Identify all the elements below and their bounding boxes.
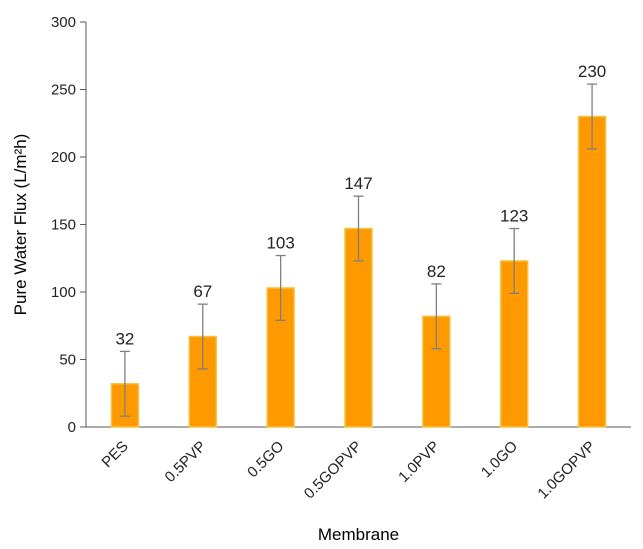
y-tick-label: 300 xyxy=(51,14,76,31)
x-tick-label: 0.5GOPVP xyxy=(301,438,365,502)
data-label: 82 xyxy=(427,262,446,281)
x-tick-label: PES xyxy=(99,438,132,471)
y-tick-label: 150 xyxy=(51,217,76,234)
data-label: 147 xyxy=(344,174,372,193)
error-bar xyxy=(197,303,208,370)
error-bar xyxy=(587,83,598,150)
data-label: 123 xyxy=(500,207,528,226)
x-tick-label: 1.0PVP xyxy=(395,438,443,486)
x-axis-label: Membrane xyxy=(318,525,399,544)
data-label: 230 xyxy=(578,62,606,81)
data-labels: 32 67 103 147 82 123 230 xyxy=(115,62,606,348)
y-tick-label: 100 xyxy=(51,284,76,301)
data-label: 67 xyxy=(193,282,212,301)
data-label: 103 xyxy=(266,234,294,253)
x-tick-label: 1.0GO xyxy=(478,438,521,481)
y-tick-label: 50 xyxy=(59,352,76,369)
error-bar xyxy=(431,283,442,350)
bars xyxy=(110,115,607,428)
bar-10go xyxy=(499,260,529,428)
tick-labels: 0 50 100 150 200 250 300 PES 0.5PVP 0.5GO 0.5GOPVP… xyxy=(51,14,599,502)
x-tick-label: 0.5GO xyxy=(244,438,287,481)
error-bar xyxy=(275,254,286,322)
y-tick-label: 0 xyxy=(68,419,76,436)
error-bars xyxy=(119,83,598,417)
x-tick-label: 0.5PVP xyxy=(162,438,210,486)
x-tick-label: 1.0GOPVP xyxy=(534,438,598,502)
y-tick-label: 200 xyxy=(51,149,76,166)
y-axis-label: Pure Water Flux (L/m²h) xyxy=(11,134,30,316)
error-bar xyxy=(509,227,520,295)
bar-10gopvp xyxy=(577,115,607,428)
error-bar xyxy=(119,350,130,417)
y-tick-label: 250 xyxy=(51,82,76,99)
error-bar xyxy=(353,195,364,262)
bar-05gopvp xyxy=(344,227,373,428)
data-label: 32 xyxy=(115,329,134,348)
